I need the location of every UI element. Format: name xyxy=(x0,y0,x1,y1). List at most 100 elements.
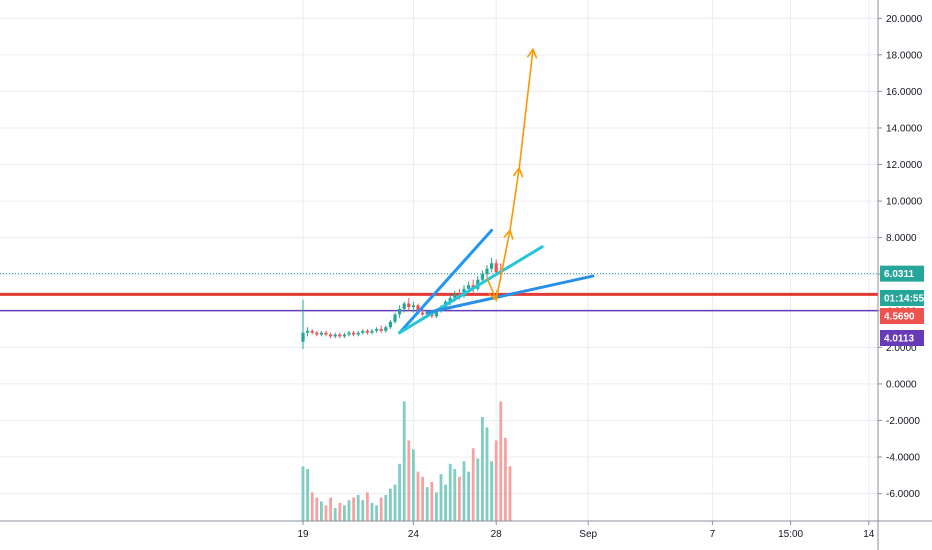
price-badges: 6.0311 01:14:55 4.5690 4.0113 xyxy=(880,265,924,346)
trendline[interactable] xyxy=(425,274,595,315)
price-badge-label: 4.5690 xyxy=(884,312,915,323)
x-tick-label: 24 xyxy=(408,529,420,540)
volume-bar xyxy=(439,474,443,521)
y-tick-label: -4.0000 xyxy=(886,453,920,464)
y-tick-label: 2.0000 xyxy=(886,343,917,354)
volume-bar xyxy=(444,484,447,521)
trendline[interactable] xyxy=(398,245,544,335)
candle-body xyxy=(453,294,457,298)
arrow-head xyxy=(503,228,514,240)
candle-body xyxy=(370,330,374,333)
volume-bar xyxy=(448,463,452,521)
candle-body xyxy=(342,334,346,337)
candle-body xyxy=(490,263,494,269)
candle-body xyxy=(402,303,406,309)
volume-bar xyxy=(467,471,470,521)
candle-body xyxy=(434,310,438,317)
arrow-path[interactable] xyxy=(486,49,534,303)
candle-body xyxy=(421,312,425,315)
candle-body xyxy=(365,330,369,333)
volume-bar xyxy=(393,484,397,521)
y-tick-label: 16.0000 xyxy=(886,87,923,98)
volume-bar xyxy=(384,495,388,521)
volume-bar xyxy=(356,495,360,521)
price-badge-label: 01:14:55 xyxy=(884,294,924,305)
candle-body xyxy=(448,297,452,302)
candle-body xyxy=(485,268,489,275)
price-badge-label: 6.0311 xyxy=(884,269,914,280)
volume-bar xyxy=(333,508,337,521)
price-badge xyxy=(880,265,924,282)
trendline[interactable] xyxy=(398,228,494,335)
volume-bar xyxy=(453,469,457,521)
arrow-head xyxy=(512,166,524,178)
volume-bar xyxy=(338,502,342,521)
x-tick-label: 15:00 xyxy=(778,529,803,540)
candle-body xyxy=(467,285,471,289)
x-tick-label: 19 xyxy=(297,529,309,540)
candle-body xyxy=(416,305,420,313)
candle-body xyxy=(352,332,356,335)
x-tick-label: 14 xyxy=(863,529,875,540)
x-tick-label: 28 xyxy=(491,529,503,540)
volume-bar xyxy=(347,500,351,521)
volume-bar xyxy=(329,497,332,521)
volume-bar xyxy=(462,461,466,521)
grid xyxy=(0,0,878,521)
volume-bar xyxy=(379,497,383,521)
volume-bar xyxy=(430,482,434,521)
y-tick-label: 8.0000 xyxy=(886,233,917,244)
candle-body xyxy=(398,308,402,315)
drawings[interactable] xyxy=(398,47,595,335)
volume-bar xyxy=(421,476,424,521)
volume-bar xyxy=(412,449,415,521)
volume-bar xyxy=(508,466,512,521)
y-tick-label: -6.0000 xyxy=(886,489,920,500)
volume-bar xyxy=(301,466,305,521)
volume-bar xyxy=(306,469,309,521)
y-tick-label: 0.0000 xyxy=(886,379,917,390)
candle-body xyxy=(338,334,342,337)
candle-body xyxy=(388,321,392,328)
volume-bar xyxy=(494,440,498,521)
volume-bar xyxy=(416,471,420,521)
volume-bar xyxy=(476,458,480,521)
candle-body xyxy=(319,332,323,335)
y-tick-label: -2.0000 xyxy=(886,416,920,427)
volume-bar xyxy=(310,492,314,521)
candle-body xyxy=(315,332,319,335)
candle-body xyxy=(310,330,314,333)
candle-body xyxy=(324,332,328,335)
candle-body xyxy=(329,334,333,337)
candle-body xyxy=(356,332,360,335)
candle-body xyxy=(384,327,388,331)
volume-bar xyxy=(315,497,319,521)
volume-bar xyxy=(490,461,493,521)
y-tick-label: 20.0000 xyxy=(886,14,923,25)
candle-body xyxy=(361,330,365,333)
candle-body xyxy=(407,303,411,308)
volume-bar xyxy=(370,502,374,521)
volume-bar xyxy=(324,505,328,521)
volume-bar xyxy=(398,463,401,521)
candle-body xyxy=(379,329,383,331)
volume-bar xyxy=(458,476,461,521)
x-tick-label: 7 xyxy=(710,529,716,540)
y-tick-label: 10.0000 xyxy=(886,197,923,208)
candle-body xyxy=(301,332,305,342)
volume-bars xyxy=(301,401,512,521)
price-badge xyxy=(880,290,924,306)
price-badge-label: 4.0113 xyxy=(884,334,914,345)
volume-bar xyxy=(366,492,369,521)
volume-bar xyxy=(343,505,346,521)
candle-body xyxy=(411,305,415,308)
candle-body xyxy=(375,329,379,331)
arrow-head xyxy=(488,290,498,302)
volume-bar xyxy=(402,401,406,521)
price-badge xyxy=(880,330,924,346)
candle-body xyxy=(306,330,310,333)
price-badge xyxy=(880,308,924,324)
volume-bar xyxy=(389,488,392,521)
